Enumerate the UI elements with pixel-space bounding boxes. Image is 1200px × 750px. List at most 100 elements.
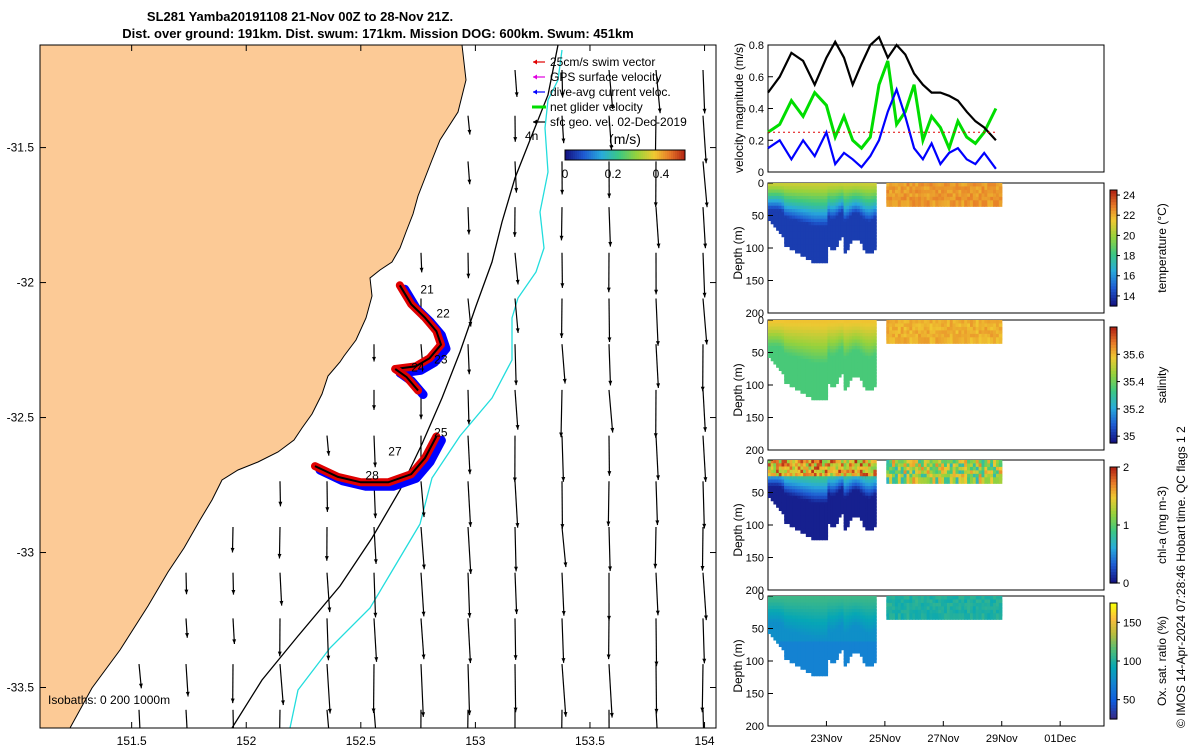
profile-colorbar-tick: 35	[1123, 431, 1135, 443]
profile-cell	[800, 342, 804, 349]
profile-cell	[792, 618, 796, 625]
profile-cell	[859, 228, 864, 235]
profile-cell	[778, 602, 783, 609]
profile-cell	[873, 615, 877, 622]
profile-cell	[935, 182, 939, 190]
profile-cell	[816, 388, 820, 394]
profile-cell	[786, 479, 791, 486]
profile-cell	[816, 251, 820, 257]
profile-cell	[770, 479, 775, 486]
profile-cell	[776, 609, 780, 615]
depth-tick-label: 0	[758, 315, 764, 327]
profile-cell	[797, 336, 802, 342]
profile-cell	[867, 460, 872, 466]
profile-cell	[822, 391, 826, 398]
profile-cell	[838, 192, 842, 199]
profile-cell	[824, 349, 829, 355]
profile-cell	[889, 196, 893, 204]
profile-cell	[778, 618, 783, 625]
profile-cell	[792, 196, 796, 202]
profile-cell	[830, 336, 834, 342]
profile-cell	[900, 200, 905, 207]
profile-cell	[816, 199, 820, 205]
profile-cell	[792, 222, 796, 228]
profile-cell	[840, 641, 845, 648]
profile-colorbar-cell	[1110, 265, 1117, 269]
profile-cell	[795, 199, 799, 205]
profile-cell	[867, 473, 872, 479]
profile-cell	[805, 235, 810, 241]
profile-cell	[867, 355, 872, 362]
profile-cell	[827, 186, 831, 192]
profile-cell	[786, 631, 791, 638]
profile-cell	[816, 469, 820, 476]
profile-cell	[970, 326, 974, 334]
profile-cell	[918, 602, 922, 610]
profile-cell	[832, 508, 837, 515]
profile-cell	[865, 202, 869, 209]
profile-cell	[944, 473, 948, 481]
profile-cell	[867, 368, 872, 375]
profile-cell	[808, 648, 812, 654]
profile-cell	[786, 499, 791, 505]
profile-cell	[816, 342, 820, 349]
profile-cell	[870, 244, 875, 251]
profile-cell	[778, 505, 783, 512]
profile-cell	[808, 515, 812, 521]
profile-cell	[811, 329, 815, 336]
profile-cell	[915, 326, 919, 334]
profile-cell	[849, 202, 853, 209]
profile-cell	[835, 241, 839, 248]
profile-cell	[784, 202, 788, 209]
profile-cell	[865, 502, 869, 508]
profile-cell	[859, 205, 864, 212]
profile-cell	[859, 651, 864, 657]
profile-cell	[952, 463, 957, 470]
profile-cell	[854, 638, 858, 644]
profile-cell	[854, 326, 858, 333]
profile-cell	[770, 605, 775, 612]
profile-cell	[998, 319, 1003, 327]
profile-cell	[949, 200, 954, 207]
profile-cell	[889, 337, 893, 344]
profile-cell	[851, 215, 856, 222]
profile-cell	[781, 186, 785, 192]
profile-cell	[967, 609, 971, 617]
profile-cell	[987, 477, 991, 484]
profile-cell	[978, 473, 983, 481]
profile-cell	[822, 495, 826, 502]
profile-cell	[941, 337, 945, 344]
profile-cell	[784, 495, 788, 502]
profile-cell	[773, 202, 777, 209]
profile-cell	[897, 609, 902, 617]
profile-cell	[854, 355, 858, 362]
profile-cell	[838, 231, 842, 238]
profile-cell	[897, 330, 902, 337]
profile-cell	[865, 189, 869, 196]
profile-cell	[987, 609, 991, 617]
colorbar-tick: 0.4	[653, 167, 670, 181]
profile-cell	[830, 228, 834, 235]
profile-cell	[865, 657, 869, 664]
profile-cell	[846, 231, 850, 238]
profile-cell	[935, 477, 939, 484]
profile-cell	[830, 352, 834, 359]
profile-cell	[813, 339, 818, 346]
profile-cell	[897, 463, 902, 470]
profile-cell	[781, 368, 785, 375]
profile-cell	[824, 339, 829, 346]
profile-cell	[846, 381, 850, 388]
profile-cell	[811, 531, 815, 538]
profile-cell	[920, 337, 925, 344]
profile-cell	[843, 518, 847, 525]
profile-cell	[972, 182, 977, 190]
profile-cell	[813, 502, 818, 508]
profile-cell	[909, 595, 913, 603]
profile-cell	[843, 486, 847, 492]
profile-cell	[800, 602, 804, 609]
profile-cell	[851, 492, 856, 499]
profile-cell	[803, 251, 807, 257]
profile-cell	[835, 518, 839, 525]
profile-cell	[961, 466, 965, 474]
profile-cell	[781, 336, 785, 342]
